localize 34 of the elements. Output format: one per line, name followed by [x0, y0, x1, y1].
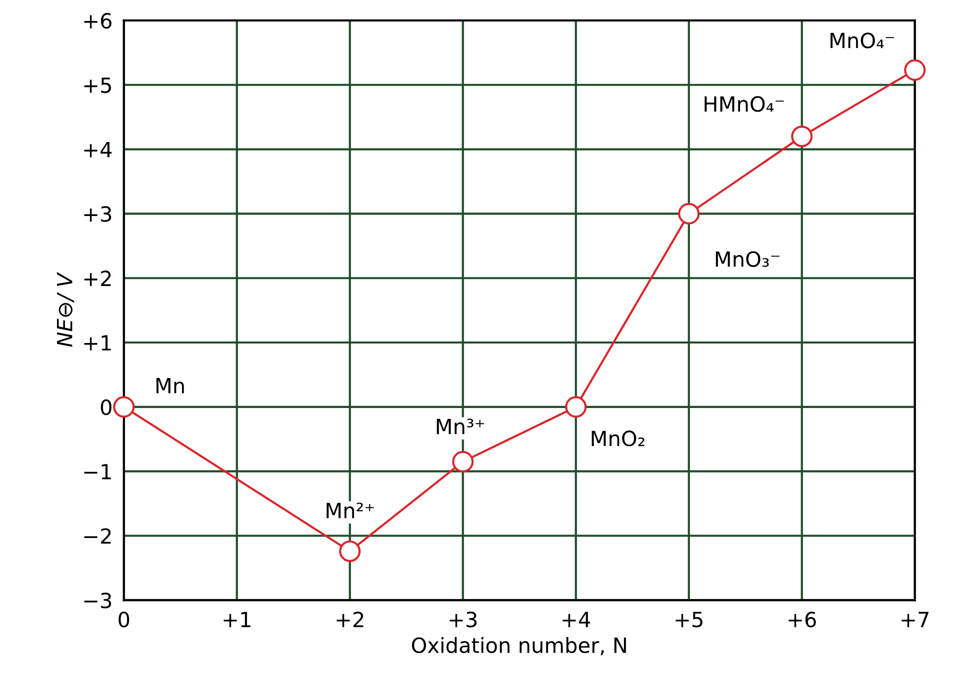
- y-tick-label: +2: [84, 270, 111, 286]
- y-tick-label: 0: [100, 399, 112, 416]
- annotation: Mn³⁺: [436, 418, 484, 434]
- point: [113, 396, 135, 418]
- annotation: MnO₄⁻: [830, 32, 894, 48]
- y-axis-title: NE⊖/ V: [56, 272, 74, 347]
- y-tick-label: −3: [84, 592, 112, 608]
- annotation: HMnO₄⁻: [704, 96, 784, 112]
- point: [339, 540, 361, 562]
- point: [678, 202, 700, 224]
- point: [565, 396, 587, 418]
- y-tick-label: +1: [84, 335, 111, 350]
- x-tick-label: +6: [788, 612, 816, 628]
- annotation: MnO₃⁻: [716, 251, 780, 267]
- x-tick-label: 0: [118, 612, 130, 628]
- point: [791, 126, 813, 148]
- y-tick-label: −2: [84, 528, 111, 544]
- x-axis-title: Oxidation number, N: [412, 636, 626, 656]
- y-tick-label: +4: [84, 142, 112, 158]
- x-tick-label: +2: [336, 612, 364, 628]
- y-tick-label: +5: [84, 78, 111, 94]
- y-tick-label: +3: [84, 206, 112, 222]
- annotation: Mn²⁺: [326, 502, 374, 518]
- annotation: Mn: [156, 378, 184, 394]
- y-tick-label: +6: [84, 12, 112, 29]
- point: [452, 450, 474, 472]
- y-tick-label: −1: [84, 464, 111, 480]
- x-tick-label: +1: [224, 612, 250, 628]
- point: [904, 59, 926, 81]
- x-tick-label: +5: [676, 612, 702, 628]
- annotation: MnO₂: [592, 430, 644, 446]
- x-tick-label: +3: [450, 612, 477, 628]
- x-tick-label: +7: [902, 612, 928, 628]
- x-tick-label: +4: [562, 612, 590, 628]
